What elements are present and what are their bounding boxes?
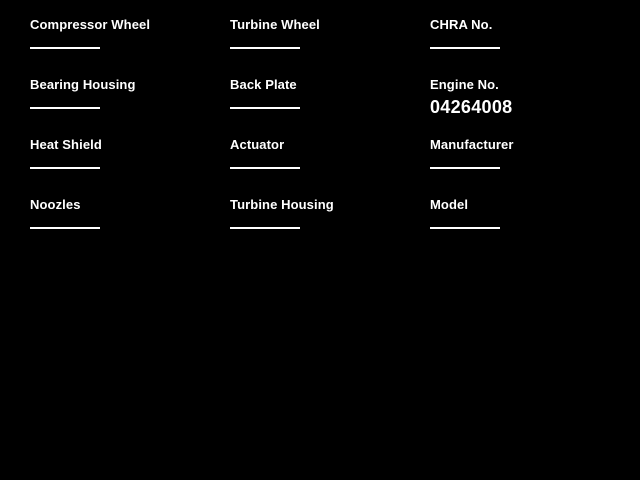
field-label: Engine No. <box>430 77 499 92</box>
field-label: Heat Shield <box>30 137 102 152</box>
field-back-plate: Back Plate <box>230 78 420 122</box>
field-manufacturer: Manufacturer <box>430 138 620 182</box>
field-label: Turbine Housing <box>230 197 334 212</box>
field-label: Turbine Wheel <box>230 17 320 32</box>
field-label: CHRA No. <box>430 17 493 32</box>
field-label: Manufacturer <box>430 137 514 152</box>
field-heat-shield: Heat Shield <box>30 138 220 182</box>
turbine-housing-input-line[interactable] <box>230 227 300 229</box>
actuator-input-line[interactable] <box>230 167 300 169</box>
field-label: Back Plate <box>230 77 297 92</box>
field-turbine-wheel: Turbine Wheel <box>230 18 420 62</box>
field-turbine-housing: Turbine Housing <box>230 198 420 242</box>
field-chra-no: CHRA No. <box>430 18 620 62</box>
model-input-line[interactable] <box>430 227 500 229</box>
field-model: Model <box>430 198 620 242</box>
field-bearing-housing: Bearing Housing <box>30 78 220 122</box>
field-label: Actuator <box>230 137 285 152</box>
heat-shield-input-line[interactable] <box>30 167 100 169</box>
chra-no-input-line[interactable] <box>430 47 500 49</box>
field-noozles: Noozles <box>30 198 220 242</box>
manufacturer-input-line[interactable] <box>430 167 500 169</box>
engine-no-value: 04264008 <box>430 97 513 117</box>
turbine-wheel-input-line[interactable] <box>230 47 300 49</box>
field-compressor-wheel: Compressor Wheel <box>30 18 220 62</box>
field-engine-no: Engine No. 04264008 <box>430 78 620 122</box>
noozles-input-line[interactable] <box>30 227 100 229</box>
back-plate-input-line[interactable] <box>230 107 300 109</box>
bearing-housing-input-line[interactable] <box>30 107 100 109</box>
field-label: Model <box>430 197 469 212</box>
field-actuator: Actuator <box>230 138 420 182</box>
compressor-wheel-input-line[interactable] <box>30 47 100 49</box>
field-label: Noozles <box>30 197 81 212</box>
field-label: Bearing Housing <box>30 77 136 92</box>
field-label: Compressor Wheel <box>30 17 151 32</box>
